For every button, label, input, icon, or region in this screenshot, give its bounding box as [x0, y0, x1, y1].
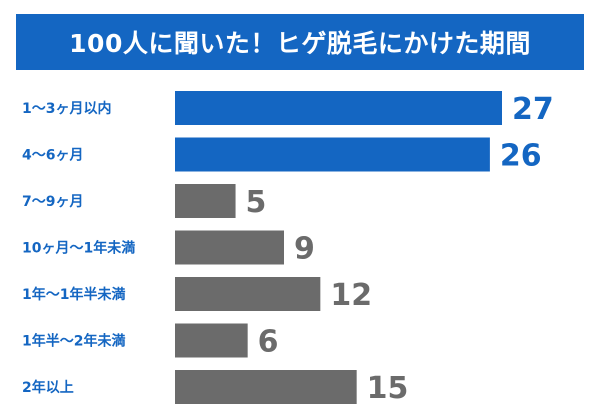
value-label: 12 [330, 278, 372, 313]
category-label: 10ヶ月〜1年未満 [22, 240, 135, 257]
value-label: 26 [500, 139, 542, 174]
category-label: 2年以上 [22, 379, 74, 396]
chart-title: 100人に聞いた！ヒゲ脱毛にかけた期間 [69, 29, 531, 58]
bar [175, 91, 502, 125]
value-label: 27 [512, 92, 554, 127]
value-label: 9 [294, 232, 315, 267]
value-label: 6 [258, 325, 279, 360]
bar [175, 230, 284, 265]
category-label: 4〜6ヶ月 [22, 148, 83, 164]
bar [175, 277, 321, 311]
bar [175, 323, 248, 358]
bar [175, 370, 357, 404]
category-label: 7〜9ヶ月 [22, 194, 83, 210]
category-label: 1年半〜2年未満 [22, 333, 125, 350]
value-label: 5 [246, 185, 267, 220]
bar [175, 137, 490, 172]
category-label: 1年〜1年半未満 [22, 286, 125, 303]
bar [175, 184, 236, 218]
category-label: 1〜3ヶ月以内 [22, 100, 111, 117]
value-label: 15 [367, 371, 409, 406]
title-banner: 100人に聞いた！ヒゲ脱毛にかけた期間 [16, 14, 584, 70]
